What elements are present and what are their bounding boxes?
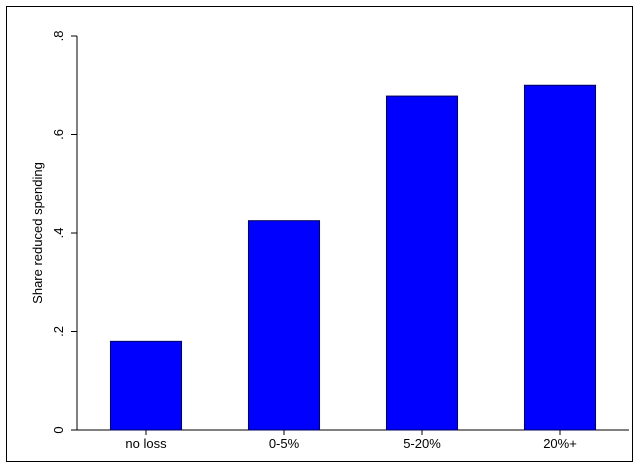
x-tick-label: no loss (125, 436, 167, 451)
y-tick-label: .2 (51, 326, 66, 337)
x-axis: no loss 0-5% 5-20% 20%+ (77, 429, 629, 451)
x-tick-label: 20%+ (543, 436, 577, 451)
bar (247, 220, 321, 431)
bar (109, 340, 183, 431)
x-tick-label: 0-5% (269, 436, 300, 451)
bars (109, 84, 597, 431)
y-axis-label: Share reduced spending (30, 162, 45, 304)
y-tick-label: .6 (51, 129, 66, 140)
bar (385, 95, 459, 431)
y-tick-label: 0 (51, 426, 66, 433)
y-tick-label: .8 (51, 31, 66, 42)
y-tick-label: .4 (51, 228, 66, 239)
x-tick-label: 5-20% (403, 436, 441, 451)
bar (523, 84, 597, 431)
y-axis: 0 .2 .4 .6 .8 (51, 31, 78, 434)
